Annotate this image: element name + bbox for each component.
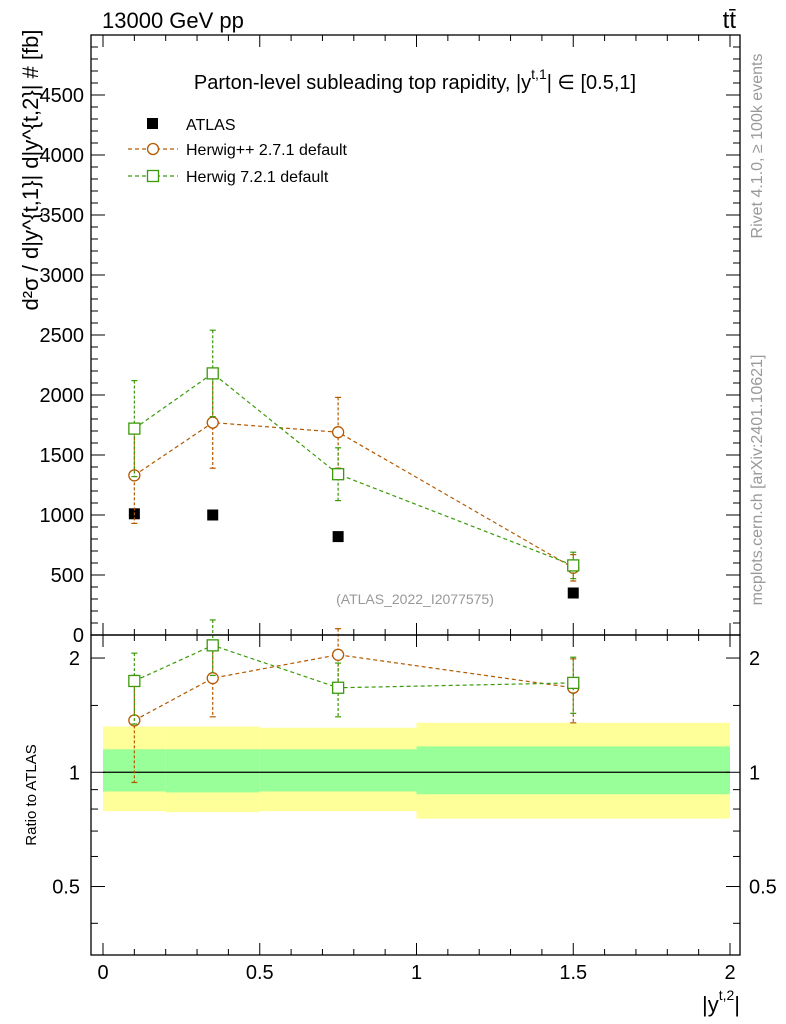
legend-label-atlas: ATLAS <box>186 117 236 134</box>
data-point-herwig7 <box>128 422 141 435</box>
data-point-herwigpp <box>206 416 219 429</box>
mcplots-label: mcplots.cern.ch [arXiv:2401.10621] <box>749 355 766 606</box>
legend: ATLAS Herwig++ 2.7.1 default Herwig 7.2.… <box>128 117 348 186</box>
data-point-atlas <box>207 509 219 521</box>
ratio-point-herwig7 <box>567 676 580 690</box>
series-1 <box>128 376 580 582</box>
ratio-xtick-label: 0.5 <box>246 962 274 984</box>
legend-marker-atlas <box>147 118 158 129</box>
ratio-ytick-label-right: 1 <box>749 762 760 784</box>
data-point-herwigpp <box>128 469 141 482</box>
ratio-ylabel: Ratio to ATLAS <box>23 744 40 845</box>
ratio-point-herwig7 <box>128 674 141 688</box>
data-point-atlas <box>567 587 579 599</box>
main-ytick-label: 2000 <box>40 385 85 407</box>
ratio-ytick-label-right: 0.5 <box>749 877 777 899</box>
data-point-herwigpp <box>331 426 345 439</box>
main-panel: 0 500 1000 1500 2000 2500 3000 3500 4000 4500 Par… <box>18 30 741 647</box>
watermark: (ATLAS_2022_I2077575) <box>336 591 494 607</box>
energy-label: 13000 GeV pp <box>102 8 244 33</box>
main-ytick-label: 500 <box>51 565 84 587</box>
main-ytick-label: 0 <box>73 625 84 647</box>
series-0 <box>128 508 579 599</box>
ratio-panel: 0.5 0.5 1 1 2 2 0 0.5 1 1.5 2 Ratio to ATLAS |yt,… <box>23 619 777 1017</box>
ratio-point-herwigpp <box>206 672 219 685</box>
series-line-2 <box>134 372 574 566</box>
ratio-point-herwig7 <box>331 681 345 694</box>
main-title: Parton-level subleading top rapidity, |y… <box>194 66 636 94</box>
ratio-xtick-label: 1 <box>411 962 422 984</box>
data-point-herwig7 <box>331 468 345 481</box>
ratio-line-0 <box>134 654 574 721</box>
uncertainty-band-inner <box>416 746 730 795</box>
ratio-ytick-label-right: 2 <box>749 648 760 670</box>
series-2 <box>128 329 580 580</box>
legend-label-herwigpp: Herwig++ 2.7.1 default <box>186 142 348 159</box>
uncertainty-band-inner <box>259 749 417 792</box>
ratio-xtick-label: 1.5 <box>559 962 587 984</box>
ratio-series-1 <box>128 619 580 725</box>
ratio-xtick-label: 2 <box>724 962 735 984</box>
main-ytick-label: 4000 <box>40 145 85 167</box>
ratio-frame <box>90 634 741 956</box>
rivet-label: Rivet 4.1.0, ≥ 100k events <box>749 54 766 239</box>
ratio-line-1 <box>134 644 574 689</box>
uncertainty-band-inner <box>165 749 260 793</box>
legend-marker-herwig7 <box>146 169 160 183</box>
ratio-ytick-label: 2 <box>69 648 80 670</box>
ratio-ytick-label: 1 <box>69 762 80 784</box>
ratio-xlabel: |yt,2| <box>702 987 740 1017</box>
main-ytick-label: 2500 <box>40 325 85 347</box>
data-point-herwig7 <box>206 367 219 380</box>
series-line-1 <box>134 421 574 569</box>
legend-label-herwig7: Herwig 7.2.1 default <box>186 169 329 186</box>
main-ylabel: d²σ / d|y^{t,1}| d|y^{t,2}| # [fb] <box>18 30 43 311</box>
ratio-point-herwig7 <box>206 639 219 652</box>
main-ytick-label: 3500 <box>40 205 85 227</box>
main-ytick-label: 4500 <box>40 85 85 107</box>
ratio-point-herwigpp <box>331 648 345 661</box>
process-label: tt̄ <box>723 7 737 34</box>
data-point-atlas <box>332 531 344 543</box>
data-point-herwig7 <box>567 559 580 572</box>
ratio-ytick-label: 0.5 <box>52 877 80 899</box>
main-ytick-label: 1000 <box>40 505 85 527</box>
legend-marker-herwigpp <box>146 142 160 156</box>
ratio-xtick-label: 0 <box>97 962 108 984</box>
main-ytick-label: 1500 <box>40 445 85 467</box>
main-ytick-label: 3000 <box>40 265 85 287</box>
